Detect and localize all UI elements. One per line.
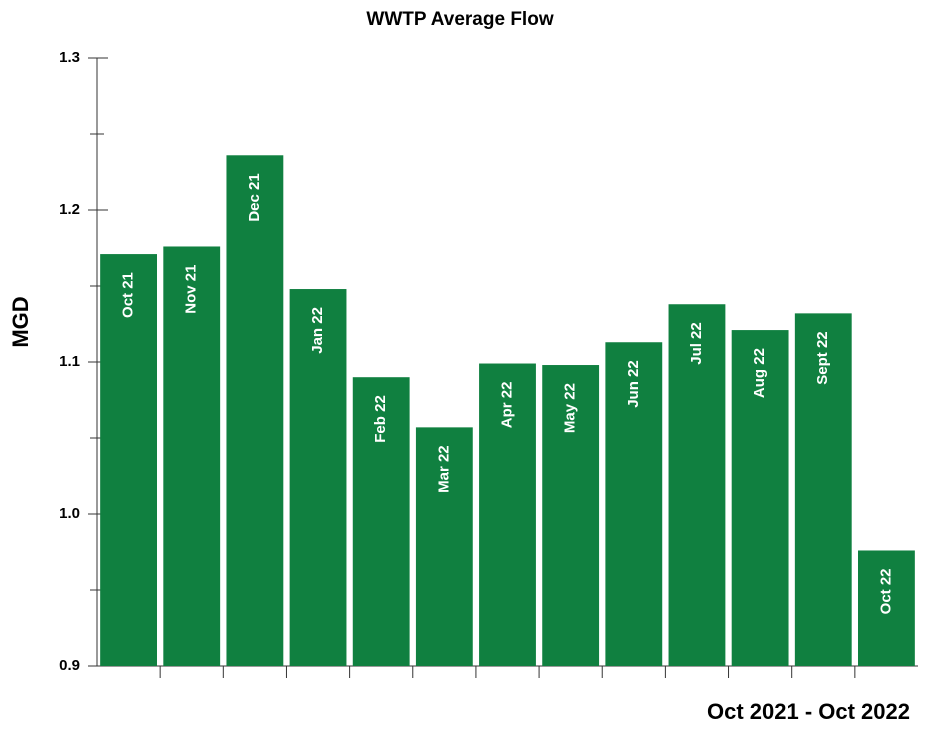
- y-tick-label: 1.0: [59, 505, 80, 522]
- chart-title: WWTP Average Flow: [366, 9, 553, 30]
- bar: [668, 304, 726, 666]
- y-axis-label: MGD: [8, 296, 33, 347]
- bar-label: Nov 21: [183, 264, 200, 313]
- bar: [858, 550, 915, 666]
- bar: [794, 313, 852, 666]
- bar-label: Sept 22: [814, 331, 831, 384]
- bar-label: Oct 22: [877, 568, 894, 614]
- bar-label: Jan 22: [309, 307, 326, 354]
- y-tick-label: 1.1: [59, 353, 80, 370]
- bar: [226, 155, 284, 666]
- bar-label: Oct 21: [120, 272, 137, 318]
- y-tick-label: 1.2: [59, 201, 80, 218]
- bar: [100, 254, 157, 666]
- bar: [542, 365, 600, 666]
- bar: [479, 363, 536, 666]
- bar-label: Aug 22: [751, 348, 768, 398]
- bar: [163, 246, 221, 667]
- bar-label: Dec 21: [246, 173, 263, 221]
- bar-label: Jul 22: [688, 322, 705, 365]
- bar: [605, 342, 663, 666]
- x-axis-label: Oct 2021 - Oct 2022: [707, 699, 910, 724]
- bar-label: Mar 22: [435, 445, 452, 493]
- bar: [352, 377, 410, 666]
- bar: [731, 330, 789, 666]
- y-tick-label: 1.3: [59, 49, 80, 66]
- bar-label: Jun 22: [625, 360, 642, 408]
- bar: [415, 427, 473, 666]
- bar-label: May 22: [562, 383, 579, 433]
- y-tick-label: 0.9: [59, 657, 80, 674]
- bar: [289, 289, 347, 666]
- bar-label: Feb 22: [372, 395, 389, 443]
- bar-label: Apr 22: [498, 382, 515, 429]
